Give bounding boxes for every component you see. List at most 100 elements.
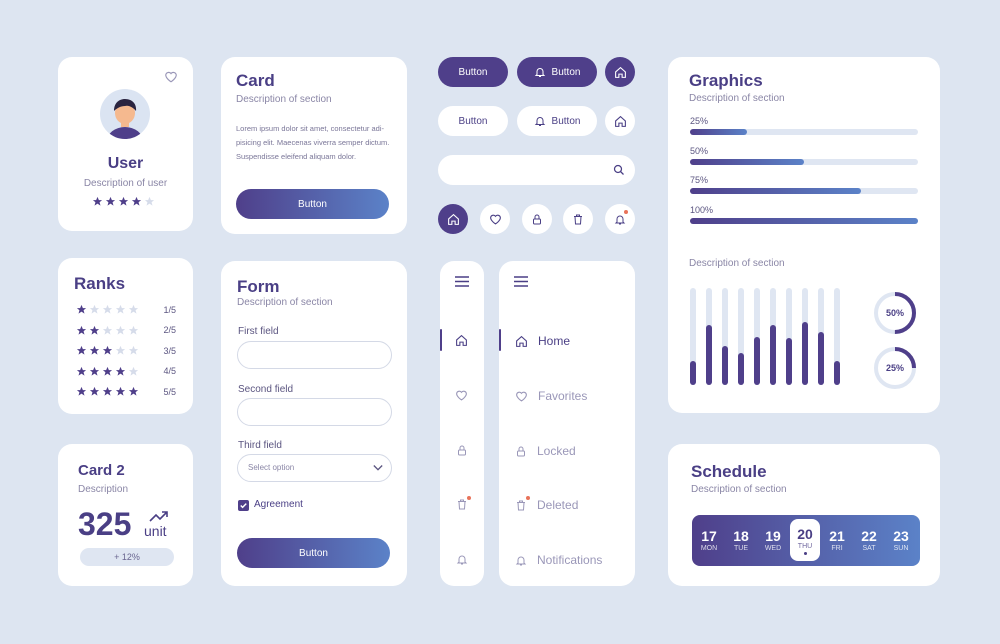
bar bbox=[722, 346, 728, 385]
day-item[interactable]: 19 WED bbox=[758, 519, 788, 561]
nav-trash-icon[interactable] bbox=[456, 498, 468, 511]
day-number: 17 bbox=[701, 528, 717, 544]
day-item[interactable]: 22 SAT bbox=[854, 519, 884, 561]
secondary-button[interactable]: Button bbox=[438, 106, 508, 136]
rank-label: 5/5 bbox=[163, 386, 176, 397]
card-button[interactable]: Button bbox=[236, 189, 389, 219]
progress-bar bbox=[690, 188, 918, 194]
bell-icon bbox=[614, 213, 626, 226]
bar-track bbox=[786, 288, 792, 385]
star-filled-icon bbox=[102, 345, 113, 356]
secondary-home-button[interactable] bbox=[605, 106, 635, 136]
nav-item-label: Home bbox=[538, 334, 571, 348]
check-icon bbox=[240, 503, 247, 509]
graphics-desc: Description of section bbox=[689, 93, 785, 104]
primary-home-button[interactable] bbox=[605, 57, 635, 87]
home-icon bbox=[614, 66, 627, 79]
star-empty-icon bbox=[115, 325, 126, 336]
second-field-label: Second field bbox=[238, 384, 294, 395]
primary-bell-button[interactable]: Button bbox=[517, 57, 597, 87]
user-name: User bbox=[107, 155, 144, 172]
nav-lock-icon[interactable] bbox=[456, 444, 468, 457]
star-filled-icon bbox=[89, 325, 100, 336]
star-empty-icon bbox=[102, 325, 113, 336]
star-empty-icon bbox=[102, 304, 113, 315]
bar-track bbox=[802, 288, 808, 385]
bell-icon-button[interactable] bbox=[605, 204, 635, 234]
nav-item-locked[interactable]: Locked bbox=[515, 444, 576, 458]
day-weekday: MON bbox=[700, 545, 718, 552]
secondary-bell-button-label: Button bbox=[551, 115, 581, 127]
star-filled-icon[interactable] bbox=[118, 196, 129, 207]
star-filled-icon bbox=[102, 366, 113, 377]
form-submit-button[interactable]: Button bbox=[237, 538, 390, 568]
star-filled-icon[interactable] bbox=[92, 196, 103, 207]
notification-dot bbox=[467, 496, 471, 500]
select-field[interactable]: Select option bbox=[237, 454, 392, 482]
star-filled-icon bbox=[102, 386, 113, 397]
search-icon[interactable] bbox=[613, 164, 625, 176]
nav-item-favorites[interactable]: Favorites bbox=[515, 389, 587, 403]
schedule-card: Schedule Description of section 17 MON 18 T… bbox=[668, 444, 940, 586]
third-field-label: Third field bbox=[238, 440, 282, 451]
day-item[interactable]: 17 MON bbox=[694, 519, 724, 561]
day-item[interactable]: 23 SUN bbox=[886, 519, 916, 561]
nav-item-deleted[interactable]: Deleted bbox=[515, 498, 578, 512]
home-icon-button[interactable] bbox=[438, 204, 468, 234]
schedule-desc: Description of section bbox=[691, 484, 787, 495]
star-empty-icon bbox=[128, 366, 139, 377]
nav-bell-icon[interactable] bbox=[456, 553, 468, 566]
section-card: Card Description of section Lorem ipsum … bbox=[221, 57, 407, 234]
progress-fill bbox=[690, 188, 861, 194]
star-filled-icon bbox=[89, 345, 100, 356]
hamburger-menu-icon[interactable] bbox=[514, 276, 528, 287]
card2-title: Card 2 bbox=[78, 462, 125, 479]
day-selected[interactable]: 20 THU bbox=[790, 519, 820, 561]
first-field[interactable] bbox=[237, 341, 392, 369]
day-item[interactable]: 21 FRI bbox=[822, 519, 852, 561]
trash-icon-button[interactable] bbox=[563, 204, 593, 234]
rank-row: 1/5 bbox=[76, 304, 176, 315]
day-item[interactable]: 18 TUE bbox=[726, 519, 756, 561]
trash-icon bbox=[517, 500, 525, 510]
bar bbox=[818, 331, 824, 385]
primary-button[interactable]: Button bbox=[438, 57, 508, 87]
star-filled-icon[interactable] bbox=[105, 196, 116, 207]
search-input[interactable] bbox=[450, 162, 610, 178]
star-filled-icon bbox=[89, 366, 100, 377]
progress-bar bbox=[690, 158, 918, 165]
secondary-bell-button[interactable]: Button bbox=[517, 106, 597, 136]
primary-button-label: Button bbox=[458, 66, 488, 78]
lock-icon-button[interactable] bbox=[522, 204, 552, 234]
day-weekday: WED bbox=[764, 545, 782, 552]
user-rating[interactable] bbox=[92, 196, 155, 207]
day-number: 19 bbox=[765, 528, 781, 544]
heart-icon bbox=[516, 391, 527, 402]
nav-heart-icon[interactable] bbox=[455, 389, 468, 401]
day-number: 23 bbox=[893, 528, 909, 544]
graphics-card: Graphics Description of section 25% 50% 75… bbox=[668, 57, 940, 413]
active-indicator bbox=[499, 329, 501, 351]
star-filled-icon bbox=[89, 386, 100, 397]
nav-item-notifications[interactable]: Notifications bbox=[515, 553, 602, 567]
nav-item-home[interactable]: Home bbox=[515, 334, 570, 348]
card-body-text: Lorem ipsum dolor sit amet, consectetur … bbox=[236, 124, 390, 161]
heart-icon-button[interactable] bbox=[480, 204, 510, 234]
search-bar[interactable] bbox=[438, 155, 635, 185]
hamburger-menu-icon[interactable] bbox=[455, 276, 469, 287]
active-indicator bbox=[440, 329, 442, 351]
lock-icon bbox=[517, 446, 525, 456]
ranks-card: Ranks 1/5 2/5 3/5 4/5 5/5 bbox=[58, 258, 193, 414]
second-field[interactable] bbox=[237, 398, 392, 426]
form-desc: Description of section bbox=[237, 297, 333, 308]
star-empty-icon[interactable] bbox=[144, 196, 155, 207]
bar bbox=[786, 338, 792, 385]
form-title: Form bbox=[237, 277, 280, 296]
day-number: 20 bbox=[797, 525, 813, 542]
nav-home-icon[interactable] bbox=[455, 334, 468, 347]
heart-outline-icon[interactable] bbox=[164, 70, 178, 83]
rank-label: 3/5 bbox=[163, 345, 176, 356]
star-filled-icon[interactable] bbox=[131, 196, 142, 207]
bar-track bbox=[722, 288, 728, 385]
agreement-checkbox[interactable] bbox=[238, 500, 249, 511]
